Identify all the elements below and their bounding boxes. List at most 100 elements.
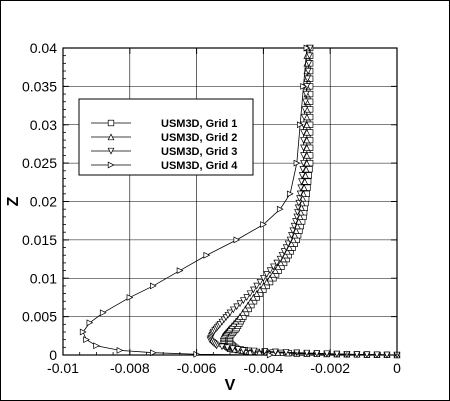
data-point xyxy=(250,347,258,355)
series-3 xyxy=(206,44,401,359)
data-point xyxy=(203,251,211,259)
y-tick-label: 0.01 xyxy=(30,270,57,286)
data-point xyxy=(239,297,247,305)
x-tick-label: -0.002 xyxy=(310,360,350,376)
data-point xyxy=(273,259,281,267)
data-point xyxy=(373,351,381,359)
data-point xyxy=(266,267,274,275)
data-point xyxy=(313,350,321,357)
data-point xyxy=(303,159,311,167)
data-point xyxy=(282,244,290,252)
data-point xyxy=(301,177,309,185)
data-point xyxy=(229,306,237,314)
y-tick-label: 0.025 xyxy=(22,155,57,171)
data-point xyxy=(266,351,274,359)
data-point xyxy=(269,270,277,278)
legend-marker xyxy=(107,133,115,141)
legend: USM3D, Grid 1 USM3D, Grid 2 USM3D, Grid 3 U… xyxy=(78,98,254,176)
legend-item: USM3D, Grid 1 xyxy=(91,118,237,130)
data-point xyxy=(300,113,308,121)
data-point xyxy=(260,221,267,228)
data-point xyxy=(300,136,307,144)
data-point xyxy=(234,346,242,354)
data-point xyxy=(236,313,244,320)
data-point xyxy=(116,347,124,354)
data-point xyxy=(280,255,287,263)
data-point xyxy=(297,184,305,192)
data-point xyxy=(293,159,301,167)
data-point xyxy=(300,159,307,167)
x-tick-label: -0.01 xyxy=(47,360,79,376)
data-point xyxy=(363,351,371,359)
grid xyxy=(62,47,398,356)
data-point xyxy=(296,190,304,198)
legend-label: USM3D, Grid 2 xyxy=(161,132,237,144)
data-point xyxy=(299,166,307,173)
y-tick-label: 0.015 xyxy=(22,232,57,248)
data-point xyxy=(302,171,309,179)
data-point xyxy=(303,136,311,144)
data-point xyxy=(266,274,274,282)
data-point xyxy=(284,247,291,255)
data-point xyxy=(246,290,254,298)
legend-marker xyxy=(107,119,115,127)
data-point xyxy=(291,231,299,239)
data-point xyxy=(300,152,307,160)
data-point xyxy=(306,52,313,60)
data-point xyxy=(296,121,304,129)
data-point xyxy=(302,98,309,106)
data-point xyxy=(93,342,100,350)
data-point xyxy=(226,309,234,317)
data-point xyxy=(282,251,289,259)
data-point xyxy=(300,83,308,90)
data-point xyxy=(300,129,307,137)
data-point xyxy=(299,194,307,202)
data-point xyxy=(303,349,311,357)
data-point xyxy=(86,319,94,327)
data-point xyxy=(303,151,311,159)
y-tick-label: 0 xyxy=(49,347,57,363)
data-point xyxy=(303,144,311,151)
data-point xyxy=(298,172,306,179)
legend-label: USM3D, Grid 4 xyxy=(161,160,238,172)
data-point xyxy=(294,222,301,230)
data-point xyxy=(276,205,284,213)
x-axis-label: V xyxy=(225,377,236,394)
data-point xyxy=(150,349,157,357)
legend-item: USM3D, Grid 2 xyxy=(91,132,237,144)
y-tick-label: 0.005 xyxy=(22,309,57,325)
data-point xyxy=(229,345,237,353)
data-point xyxy=(79,328,87,336)
data-point xyxy=(274,263,282,270)
data-point xyxy=(250,286,257,294)
legend-marker xyxy=(107,147,115,155)
data-point xyxy=(286,190,294,198)
data-point xyxy=(300,144,307,152)
data-point xyxy=(286,243,293,251)
data-point xyxy=(253,290,261,297)
data-point xyxy=(280,248,288,255)
data-point xyxy=(276,255,284,263)
data-point xyxy=(302,165,310,173)
data-point xyxy=(253,282,261,290)
data-point xyxy=(278,252,286,259)
data-point xyxy=(292,227,300,234)
data-point xyxy=(233,303,241,311)
data-point xyxy=(260,275,267,282)
data-point xyxy=(303,44,311,52)
data-point xyxy=(272,266,279,274)
series-4 xyxy=(79,44,311,359)
y-tick-label: 0.04 xyxy=(30,40,57,56)
data-point xyxy=(274,349,282,357)
data-point xyxy=(296,213,304,220)
data-point xyxy=(256,286,264,293)
data-point xyxy=(126,294,134,301)
data-point xyxy=(298,178,305,186)
legend-label: USM3D, Grid 3 xyxy=(161,146,237,158)
data-point xyxy=(218,343,226,351)
data-point xyxy=(150,282,157,290)
data-point xyxy=(301,106,309,113)
data-point xyxy=(298,204,305,211)
data-point xyxy=(282,349,290,356)
